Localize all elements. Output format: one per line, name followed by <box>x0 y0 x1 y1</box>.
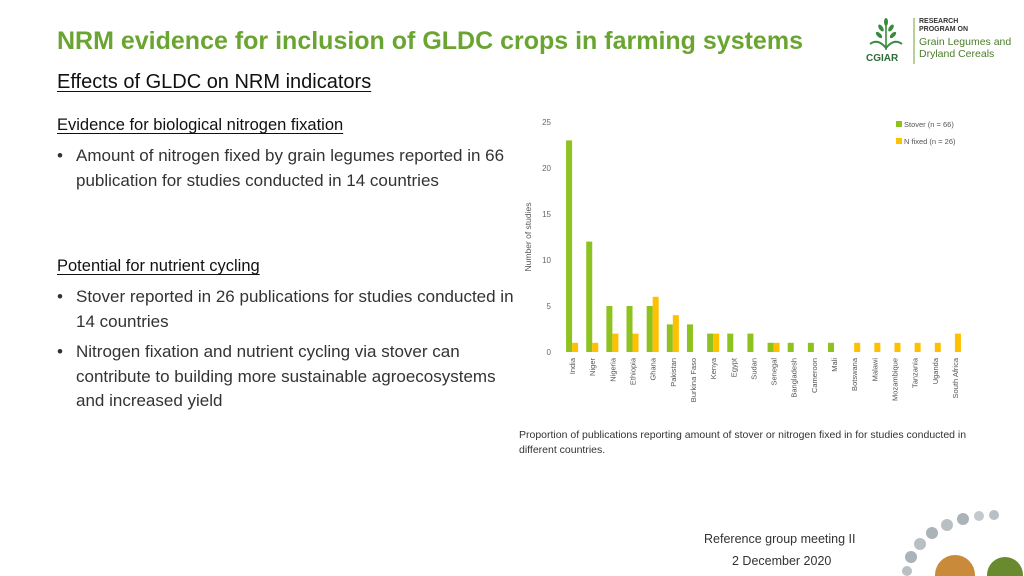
x-tick-label: Burkina Faso <box>689 358 698 402</box>
bar-stover <box>586 241 593 352</box>
legend-label: Stover (n = 66) <box>904 120 954 129</box>
bullet-dot: • <box>57 287 63 306</box>
bar-nfixed <box>773 342 780 352</box>
chart-caption: Proportion of publications reporting amo… <box>519 429 967 456</box>
bar-nfixed <box>713 333 720 352</box>
bar-nfixed <box>914 342 921 352</box>
decorative-circles <box>902 510 1023 576</box>
bullet-dot: • <box>57 146 63 165</box>
x-tick-label: Bangladesh <box>790 358 799 398</box>
logo-program-label: RESEARCH PROGRAM ON <box>919 18 968 33</box>
section-heading-nitrogen: Evidence for biological nitrogen fixatio… <box>57 116 344 134</box>
x-tick-label: Kenya <box>709 357 718 379</box>
x-tick-label: Ethiopia <box>629 357 638 385</box>
x-tick-label: Senegal <box>770 358 779 386</box>
y-tick-label: 5 <box>547 302 552 311</box>
section-heading-nutrient: Potential for nutrient cycling <box>57 257 260 275</box>
page-title: NRM evidence for inclusion of GLDC crops… <box>57 27 803 55</box>
x-tick-label: Sudan <box>749 358 758 380</box>
y-tick-label: 0 <box>547 348 552 357</box>
bullet-text: Amount of nitrogen fixed by grain legume… <box>76 146 505 190</box>
x-tick-label: India <box>568 357 577 374</box>
bar-stover <box>606 306 613 352</box>
x-tick-label: Mozambique <box>890 358 899 401</box>
bar-stover <box>767 342 774 352</box>
legend-swatch <box>896 121 902 127</box>
x-tick-label: Niger <box>588 358 597 376</box>
x-tick-label: South Africa <box>951 357 960 398</box>
y-tick-label: 10 <box>542 256 551 265</box>
bar-stover <box>646 306 653 352</box>
bar-nfixed <box>874 342 881 352</box>
logo-program-name: Grain Legumes and Dryland Cereals <box>919 36 1012 60</box>
x-tick-label: Mali <box>830 358 839 372</box>
y-axis-label: Number of studies <box>523 203 533 272</box>
y-tick-label: 15 <box>542 210 551 219</box>
bullet-dot: • <box>57 342 63 361</box>
cgiar-label: CGIAR <box>866 53 899 64</box>
bar-stover <box>828 342 835 352</box>
bullet-item: • Nitrogen fixation and nutrient cycling… <box>57 340 526 414</box>
legend-swatch <box>896 138 902 144</box>
bar-stover <box>727 333 734 352</box>
bullet-text: Stover reported in 26 publications for s… <box>76 287 514 331</box>
bar-stover <box>787 342 794 352</box>
footer-date: 2 December 2020 <box>732 554 832 568</box>
bar-stover <box>566 140 573 352</box>
bar-stover <box>807 342 814 352</box>
bar-stover <box>747 333 754 352</box>
x-tick-label: Uganda <box>931 357 940 384</box>
bar-nfixed <box>894 342 901 352</box>
footer-meeting: Reference group meeting II <box>704 532 856 546</box>
bar-nfixed <box>572 342 579 352</box>
bar-nfixed <box>934 342 941 352</box>
bar-nfixed <box>592 342 599 352</box>
x-tick-label: Egypt <box>729 357 738 377</box>
y-tick-label: 20 <box>542 164 551 173</box>
y-tick-label: 25 <box>542 118 551 127</box>
page-subtitle: Effects of GLDC on NRM indicators <box>57 71 372 93</box>
gldc-logo <box>869 18 915 64</box>
bullet-text: Nitrogen fixation and nutrient cycling v… <box>76 342 496 410</box>
x-tick-label: Malawi <box>870 358 879 382</box>
bar-stover <box>707 333 714 352</box>
legend-label: N fixed (n = 26) <box>904 137 956 146</box>
studies-bar-chart: 0 5 10 15 20 25 Number of studies India Niger Nig… <box>523 118 961 402</box>
bar-nfixed <box>652 296 659 352</box>
bar-stover <box>626 306 633 352</box>
bar-nfixed <box>954 333 961 352</box>
bar-stover <box>666 324 673 352</box>
wheat-plant-icon <box>869 18 903 50</box>
x-tick-label: Ghana <box>649 357 658 380</box>
x-tick-label: Tanzania <box>911 357 920 388</box>
x-tick-label: Nigeria <box>608 357 617 382</box>
x-tick-label: Botswana <box>850 357 859 391</box>
x-tick-label: Cameroon <box>810 358 819 393</box>
bullet-item: • Amount of nitrogen fixed by grain legu… <box>57 144 526 193</box>
bar-nfixed <box>672 315 679 352</box>
bar-nfixed <box>854 342 861 352</box>
x-tick-label: Pakistan <box>669 358 678 387</box>
bar-nfixed <box>632 333 639 352</box>
bar-stover <box>686 324 693 352</box>
bullet-item: • Stover reported in 26 publications for… <box>57 285 526 334</box>
bar-nfixed <box>612 333 619 352</box>
